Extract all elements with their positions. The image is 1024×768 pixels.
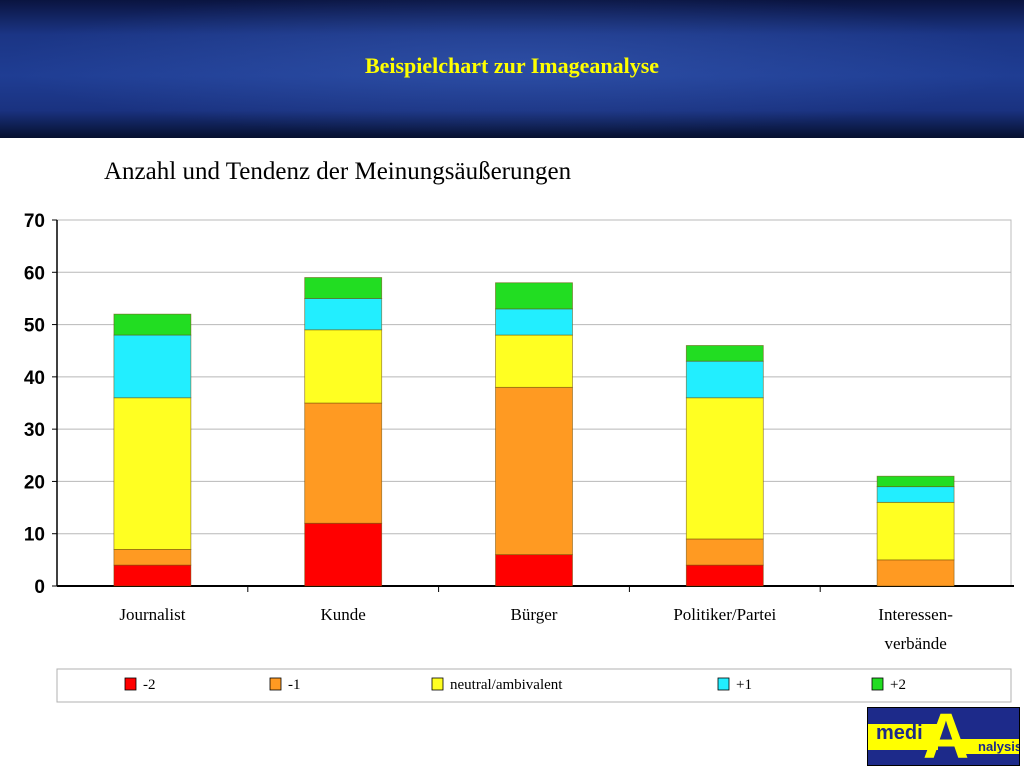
legend-label: +2 [890,677,906,693]
bar-segment [685,564,764,587]
legend-swatch [717,677,730,691]
y-tick-label: 50 [24,316,45,337]
bar-segment [685,345,764,362]
media-analysis-logo: medi A nalysis [867,707,1020,766]
y-tick-label: 40 [24,368,45,389]
bar-segment [304,402,383,524]
y-tick-label: 30 [24,420,45,441]
x-category-label: Interessen- [878,605,953,624]
logo-strip [868,724,938,750]
bar-segment [304,298,383,331]
logo-a-mark: A [922,707,970,766]
y-tick-label: 0 [34,577,45,598]
bar-segment [113,564,192,587]
x-category-label: Kunde [321,605,366,624]
bar-segment [495,554,573,587]
legend-swatch [431,677,444,691]
logo-nalysis-text: nalysis [960,739,1019,754]
legend-label: neutral/ambivalent [450,677,563,693]
bar-segment [304,277,383,299]
bar-segment [495,386,573,556]
x-category-label: Politiker/Partei [673,605,776,624]
bar-segment [304,522,383,587]
bar-segment [876,475,955,488]
bar-segment [876,501,955,561]
legend-label: -2 [143,677,156,693]
legend-box [56,668,1012,703]
legend-swatch [871,677,884,691]
x-category-label: Journalist [119,605,185,624]
y-tick-label: 10 [24,525,45,546]
legend-swatch [269,677,282,691]
bar-segment [685,360,764,399]
bar-segment [113,549,192,566]
legend-label: -1 [288,677,301,693]
bar-segment [495,334,573,388]
bar-segment [685,397,764,540]
x-category-label: Bürger [511,605,558,624]
bar-segment [495,308,573,336]
y-tick-label: 20 [24,472,45,493]
header-band [0,0,1024,138]
bar-segment [113,313,192,336]
chart-title: Anzahl und Tendenz der Meinungsäußerunge… [104,158,572,185]
slide-title: Beispielchart zur Imageanalyse [364,53,660,78]
bar-segment [113,397,192,550]
bar-segment [113,334,192,399]
logo-medi-text: medi [876,722,923,744]
bar-segment [876,559,955,587]
legend-label: +1 [736,677,752,693]
bar-segment [876,486,955,503]
x-category-label: verbände [884,634,946,653]
y-tick-label: 60 [24,263,45,284]
bar-segment [495,282,573,310]
y-tick-label: 70 [24,211,45,232]
legend-swatch [124,677,137,691]
bar-segment [685,538,764,566]
bar-segment [304,329,383,404]
